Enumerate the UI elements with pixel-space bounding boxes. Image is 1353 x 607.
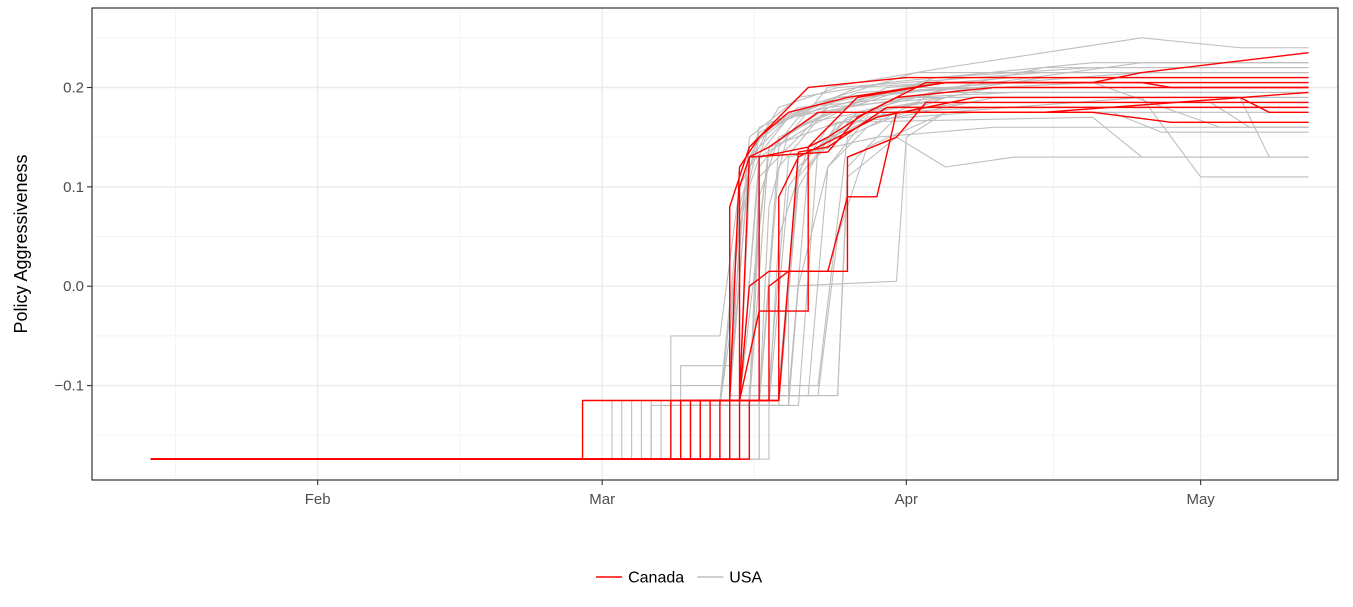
x-tick-label: Apr (895, 491, 918, 508)
legend-label-usa: USA (729, 570, 762, 587)
y-tick-label: 0.2 (63, 79, 84, 96)
canada-series-group (150, 52, 1309, 460)
canada-series-line (150, 52, 1309, 460)
canada-series-line (150, 91, 1309, 460)
usa-series-line (150, 91, 1309, 460)
y-axis: −0.1 0.0 0.1 0.2 (54, 79, 92, 395)
canada-series-line (150, 101, 1309, 460)
x-tick-label: May (1186, 491, 1215, 508)
plot-panel (92, 8, 1338, 480)
y-tick-label: 0.1 (63, 179, 84, 196)
canada-series-line (150, 111, 1309, 460)
minor-gridlines (92, 8, 1338, 480)
y-tick-label: −0.1 (54, 378, 84, 395)
x-axis: Feb Mar Apr May (305, 480, 1215, 508)
x-tick-label: Mar (589, 491, 615, 508)
x-tick-label: Feb (305, 491, 331, 508)
plot-panel-border (91, 7, 1339, 481)
canada-series-line (150, 106, 1309, 460)
usa-series-line (150, 77, 1309, 460)
canada-series-line (150, 76, 1309, 460)
y-tick-label: 0.0 (63, 278, 84, 295)
canada-series-line (150, 81, 1309, 460)
legend-label-canada: Canada (628, 570, 684, 587)
y-axis-title: Policy Aggressiveness (11, 154, 31, 333)
legend: Canada USA (596, 570, 763, 587)
canada-series-line (150, 86, 1309, 460)
